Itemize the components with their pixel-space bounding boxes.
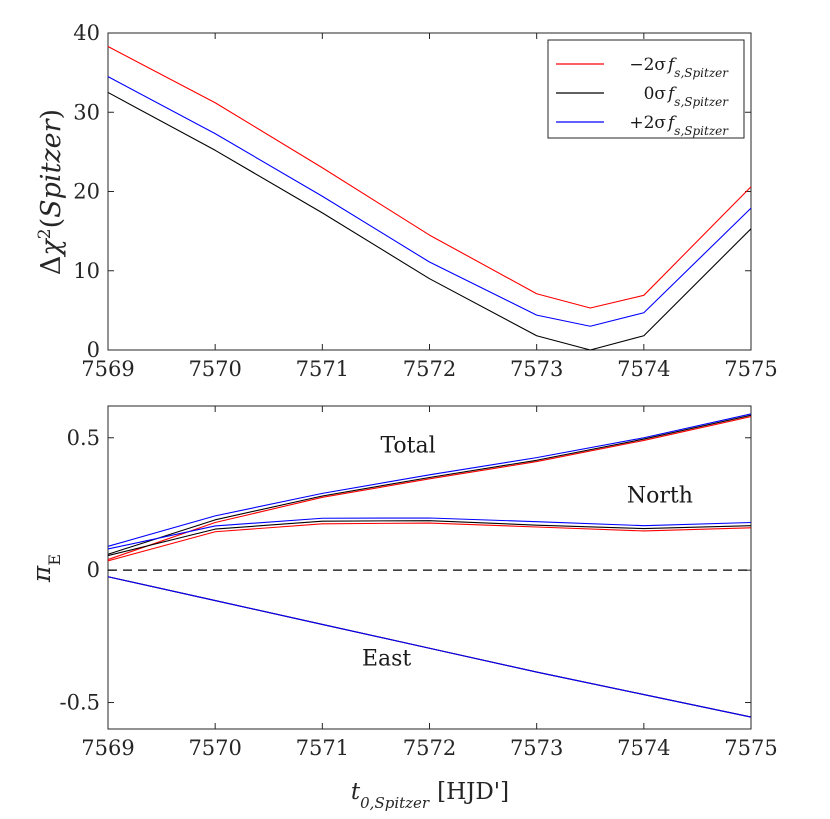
y-tick-label: 30 — [73, 100, 100, 124]
legend-main: f — [666, 84, 677, 104]
x-tick-label: 7571 — [296, 357, 349, 381]
annotation-north: North — [627, 484, 693, 509]
y-tick-label: 0 — [87, 558, 100, 582]
x-tick-label: 7573 — [510, 736, 563, 760]
series-line-total-2 — [107, 416, 752, 561]
xlabel-sub: 0,Spitzer — [360, 794, 430, 812]
series-line-north-2 — [107, 517, 752, 550]
annotation-total: Total — [380, 433, 435, 458]
x-axis-label: t0,Spitzer [HJD'] — [351, 779, 509, 812]
x-tick-label: 7570 — [188, 736, 241, 760]
ylabel-open: ( — [36, 218, 67, 229]
legend-prefix: 0σ — [644, 84, 667, 104]
legend-prefix: +2σ — [629, 113, 666, 133]
series-line-total-2 — [107, 413, 752, 547]
top-chart: 7569 7570 7571 7572 7573 7574 7575 0 10 20 30 40 Δχ2… — [35, 21, 778, 381]
legend-sub: s,Spitzer — [674, 124, 729, 138]
x-tick-label: 7569 — [81, 736, 134, 760]
series-line-north-0 — [107, 520, 752, 557]
series-line-east-2 — [107, 576, 752, 718]
x-tick-label: 7575 — [724, 736, 777, 760]
ylabel-chi: χ — [36, 238, 67, 258]
ylabel-spitzer: Spitzer — [36, 117, 67, 217]
legend-sub: s,Spitzer — [674, 95, 729, 109]
y-axis-label: πE — [27, 554, 64, 583]
ylabel-sub-e: E — [45, 554, 64, 566]
x-tick-label: 7572 — [403, 357, 456, 381]
y-tick-label: 0.5 — [67, 426, 100, 450]
y-tick-label: 20 — [73, 180, 100, 204]
ylabel-delta: Δ — [36, 256, 67, 276]
series-line-north-2 — [107, 522, 752, 562]
y-axis-label: Δχ2(Spitzer) — [35, 109, 67, 275]
legend-sub: s,Spitzer — [674, 66, 729, 80]
x-tick-label: 7575 — [724, 357, 777, 381]
legend-main: f — [666, 55, 677, 75]
ylabel-sup: 2 — [35, 228, 55, 239]
series-line-0-f-s-spitzer — [107, 91, 752, 351]
xlabel-t: t — [351, 779, 361, 805]
y-tick-label: 0 — [87, 338, 100, 362]
x-tick-label: 7570 — [188, 357, 241, 381]
legend-main: f — [666, 113, 677, 133]
legend-prefix: −2σ — [629, 55, 666, 75]
bottom-chart: 7569 7570 7571 7572 7573 7574 7575 -0.5 0 0.5 Tota… — [27, 405, 778, 812]
x-tick-label: 7572 — [403, 736, 456, 760]
xlabel-units: [HJD'] — [437, 779, 509, 805]
legend-label: +2σ fs,Spitzer — [629, 113, 729, 138]
ylabel-close: ) — [36, 109, 67, 120]
y-tick-label: -0.5 — [60, 691, 101, 715]
annotation-east: East — [362, 646, 411, 671]
x-tick-label: 7574 — [617, 357, 670, 381]
x-tick-label: 7569 — [81, 357, 134, 381]
legend-label: 0σ fs,Spitzer — [644, 84, 730, 109]
series-line-total-0 — [107, 414, 752, 555]
ylabel-pi: π — [27, 565, 56, 583]
y-tick-label: 10 — [73, 259, 100, 283]
y-tick-label: 40 — [73, 21, 100, 45]
series-line-2-f-s-spitzer — [107, 76, 752, 327]
legend-label: −2σ fs,Spitzer — [629, 55, 729, 80]
x-tick-label: 7571 — [296, 736, 349, 760]
x-tick-label: 7574 — [617, 736, 670, 760]
series-line-2-f-s-spitzer — [107, 45, 752, 309]
x-tick-label: 7573 — [510, 357, 563, 381]
